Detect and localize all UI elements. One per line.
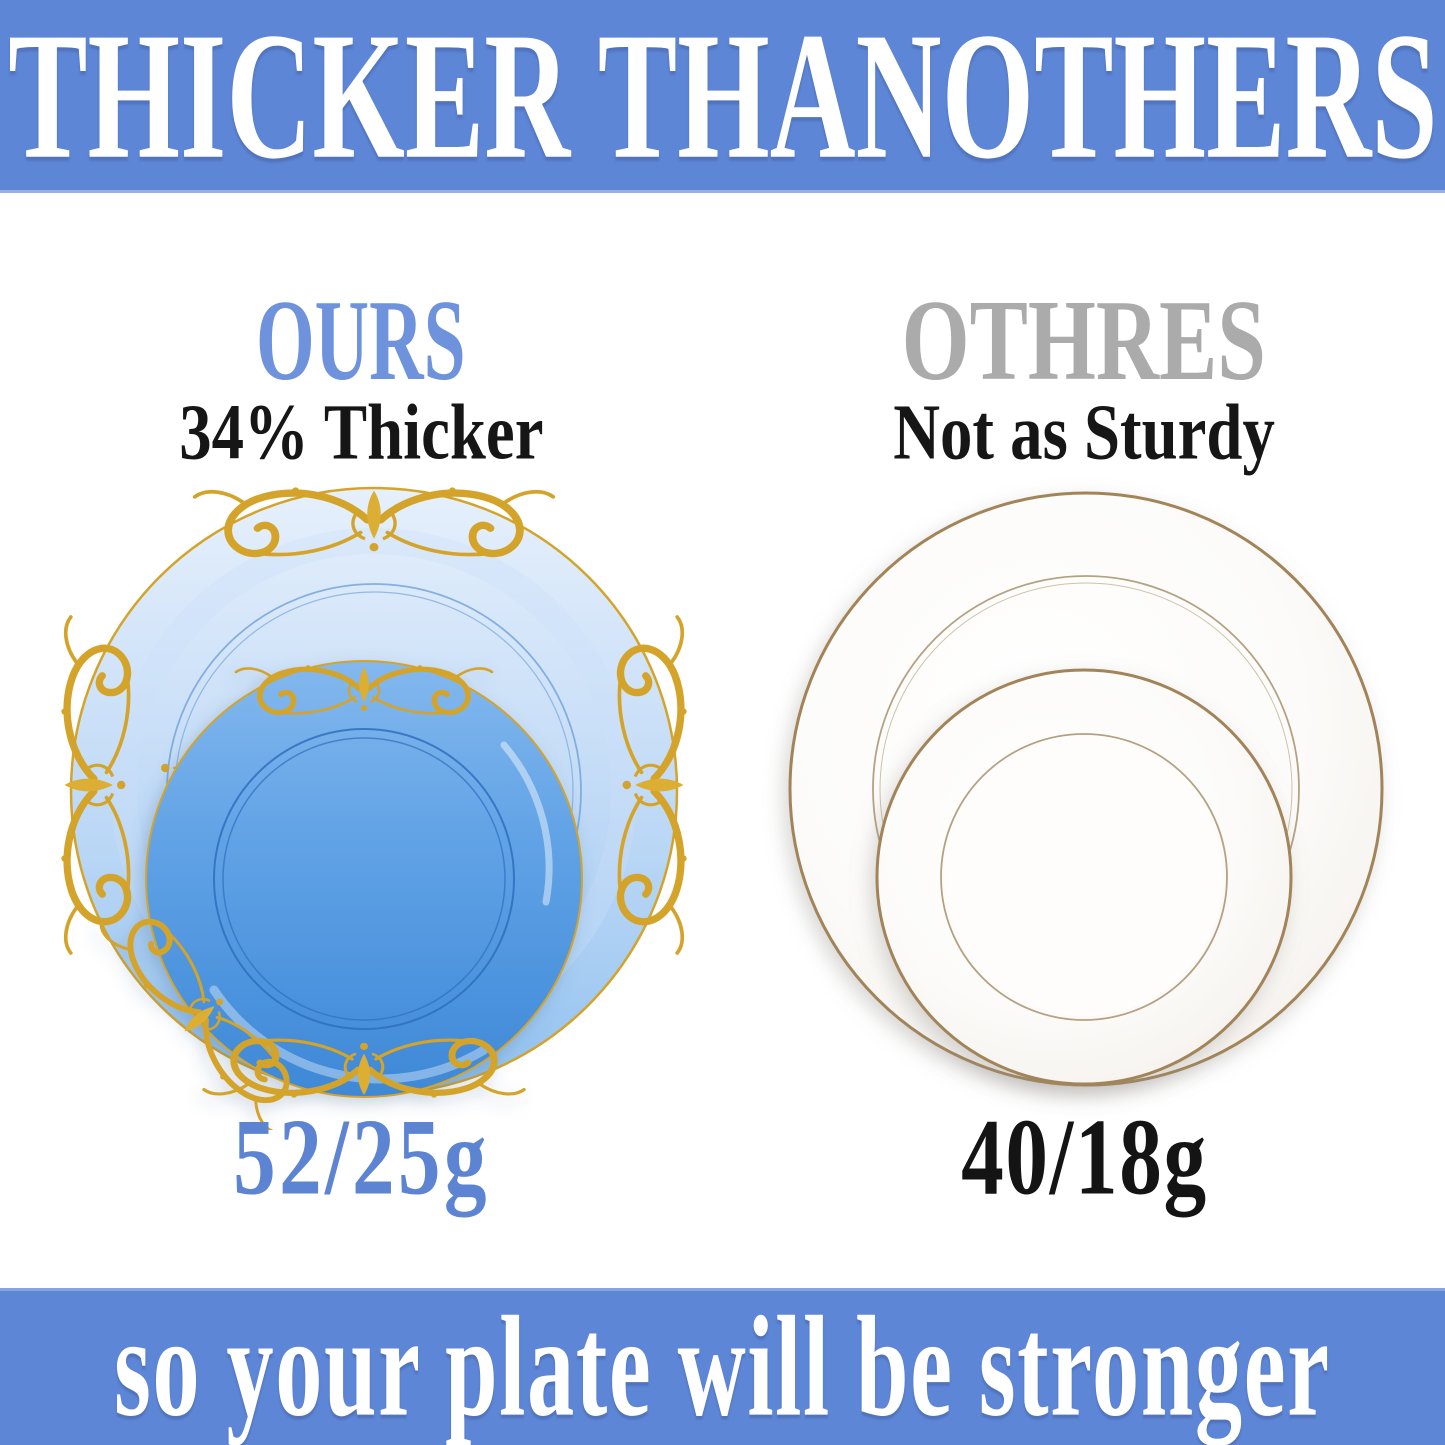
ours-weight-text: 52/25g: [232, 1097, 490, 1218]
others-subheading: Not as Sturdy: [723, 392, 1445, 471]
bottom-banner-text: so your plate will be stronger: [114, 1285, 1331, 1445]
others-heading-text: OTHRES: [901, 276, 1267, 404]
top-banner: THICKER THANOTHERS: [0, 0, 1445, 193]
ours-heading-text: OURS: [256, 276, 466, 404]
others-subheading-text: Not as Sturdy: [893, 388, 1275, 476]
others-heading: OTHRES: [723, 283, 1445, 398]
ours-weight-label: 52/25g: [0, 1097, 722, 1218]
others-plate-illustration: [788, 491, 1384, 1087]
ours-subheading: 34% Thicker: [0, 392, 722, 471]
others-weight-label: 40/18g: [723, 1097, 1445, 1218]
others-small-plate: [875, 668, 1293, 1086]
ours-plate-illustration: [34, 450, 714, 1130]
top-banner-text: THICKER THANOTHERS: [7, 0, 1438, 197]
ours-subheading-text: 34% Thicker: [178, 388, 544, 476]
bottom-banner: so your plate will be stronger: [0, 1288, 1445, 1445]
ours-dinner-plate: [95, 660, 583, 1130]
others-weight-text: 40/18g: [960, 1097, 1208, 1218]
ours-heading: OURS: [0, 283, 722, 398]
